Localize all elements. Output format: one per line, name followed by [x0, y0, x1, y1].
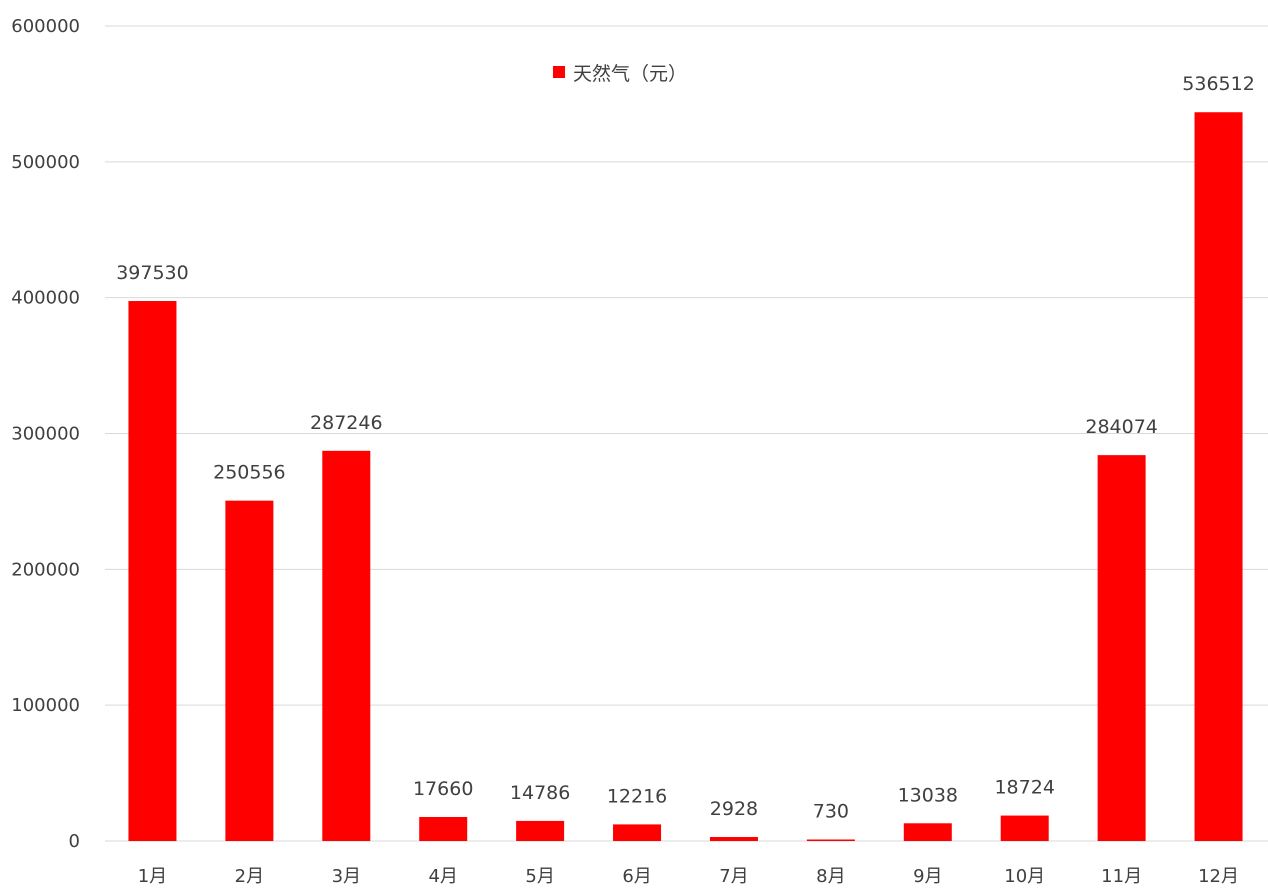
x-tick-label: 2月	[235, 866, 264, 887]
bars	[128, 112, 1243, 842]
data-label: 536512	[1182, 73, 1255, 95]
data-labels: 397530 250556 287246 17660 14786 12216 2928 730…	[116, 73, 1255, 822]
bar	[1097, 455, 1146, 841]
x-axis-tick-labels: 1月 2月 3月 4月 5月 6月 7月 8月 9月 10月 11月 12月	[138, 866, 1239, 887]
data-label: 2928	[710, 798, 758, 820]
bar	[128, 301, 177, 842]
data-label: 18724	[994, 777, 1054, 799]
y-tick-label: 100000	[11, 695, 80, 716]
legend-swatch	[553, 66, 565, 78]
data-label: 17660	[413, 778, 473, 800]
bar	[322, 450, 371, 841]
bar	[419, 817, 468, 841]
data-label: 12216	[607, 785, 667, 807]
x-tick-label: 9月	[913, 866, 942, 887]
data-label: 287246	[310, 412, 383, 434]
bar	[709, 837, 758, 841]
y-tick-label: 400000	[11, 288, 80, 309]
x-tick-label: 4月	[428, 866, 457, 887]
y-tick-label: 600000	[11, 16, 80, 37]
x-tick-label: 5月	[525, 866, 554, 887]
bar	[806, 839, 855, 841]
data-label: 730	[813, 801, 849, 823]
y-tick-label: 200000	[11, 559, 80, 580]
bar	[1194, 112, 1243, 842]
legend: 天然气（元）	[553, 63, 687, 85]
data-label: 14786	[510, 782, 570, 804]
x-tick-label: 12月	[1198, 866, 1239, 887]
x-tick-label: 7月	[719, 866, 748, 887]
y-tick-label: 0	[69, 831, 80, 852]
y-tick-label: 300000	[11, 424, 80, 445]
legend-label: 天然气（元）	[573, 63, 687, 85]
x-tick-label: 11月	[1101, 866, 1142, 887]
bar	[903, 823, 952, 841]
y-axis-tick-labels: 0 100000 200000 300000 400000 500000 600000	[11, 16, 80, 852]
data-label: 397530	[116, 262, 189, 284]
x-tick-label: 10月	[1004, 866, 1045, 887]
x-tick-label: 6月	[622, 866, 651, 887]
x-tick-label: 8月	[816, 866, 845, 887]
bar	[516, 820, 565, 841]
data-label: 250556	[213, 462, 286, 484]
bar	[1000, 815, 1049, 841]
data-label: 284074	[1085, 416, 1158, 438]
x-tick-label: 3月	[332, 866, 361, 887]
y-tick-label: 500000	[11, 152, 80, 173]
x-tick-label: 1月	[138, 866, 167, 887]
gridlines	[105, 25, 1268, 842]
data-label: 13038	[898, 784, 958, 806]
bar	[613, 824, 662, 841]
bar	[225, 500, 274, 841]
